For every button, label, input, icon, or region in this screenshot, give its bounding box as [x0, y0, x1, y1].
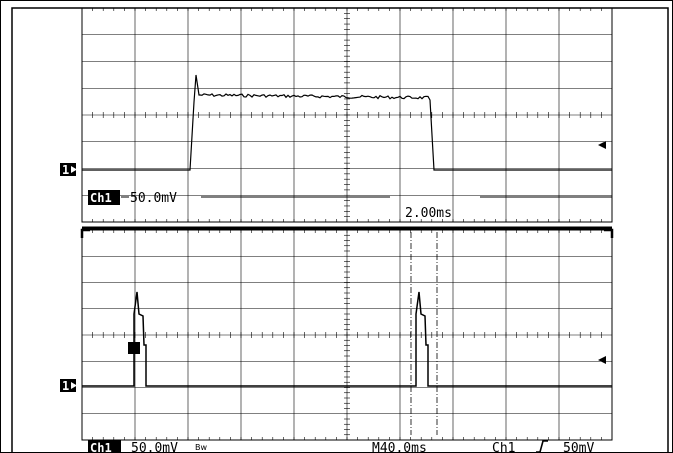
upper-waveform-trace [82, 74, 612, 171]
status-channel-badge: Ch1 [90, 441, 112, 453]
upper-channel-badge: Ch1 [90, 191, 112, 205]
lower-window-corners [80, 228, 614, 238]
zoom-window-markers [410, 232, 438, 435]
upper-channel-badge-bg [88, 190, 120, 205]
upper-ch1-marker-label: 1 [62, 163, 69, 177]
status-channel-badge-bg [88, 440, 121, 453]
arrow-left-icon[interactable] [598, 141, 606, 149]
arrow-right-icon [71, 166, 77, 173]
status-volts-div: 50.0mV [131, 441, 178, 453]
status-time-base: M40.0ms [372, 441, 427, 453]
lower-waveform-trace [82, 291, 612, 387]
status-bar: Ch1 50.0mV Bw M40.0ms Ch1 50mV [88, 440, 594, 453]
arrow-right-icon [71, 382, 77, 389]
upper-time-base: 2.00ms [405, 206, 452, 221]
rising-edge-icon [536, 440, 548, 453]
trigger-source: Ch1 [492, 441, 515, 453]
upper-ch1-ground-marker[interactable]: 1 [60, 163, 77, 177]
cursor-square-marker[interactable] [128, 342, 140, 354]
lower-ch1-ground-marker[interactable]: 1 [60, 379, 77, 393]
lower-ch1-marker-label: 1 [62, 379, 69, 393]
upper-graticule [81, 7, 613, 223]
bandwidth-limit-mark: Bw [195, 443, 207, 452]
trigger-level: 50mV [563, 441, 594, 453]
upper-volts-div: 50.0mV [130, 191, 177, 206]
arrow-left-icon[interactable] [598, 356, 606, 364]
upper-channel-readout: Ch1 50.0mV [88, 190, 612, 206]
lower-graticule [81, 229, 613, 441]
